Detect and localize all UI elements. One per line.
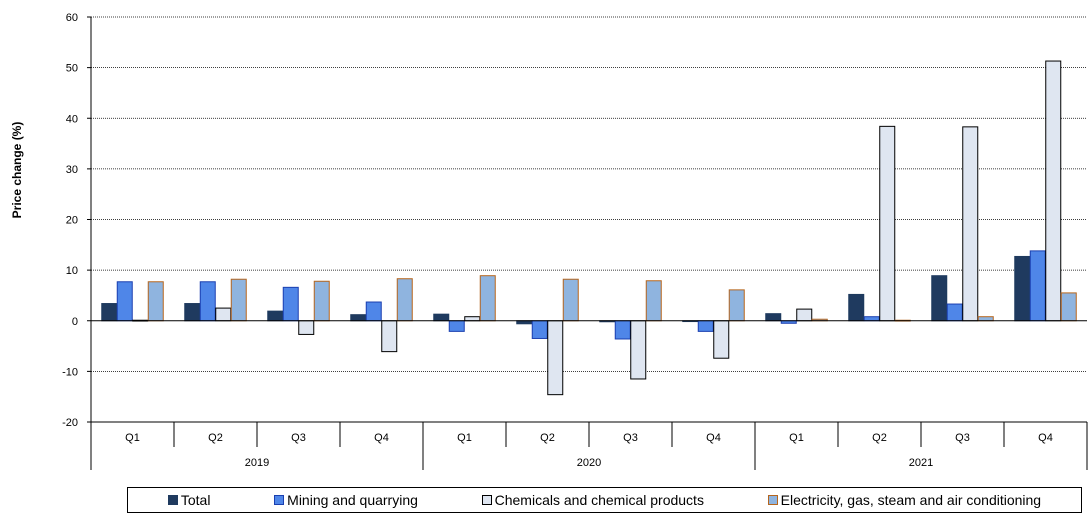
- x-tick-label: Q2: [540, 432, 555, 444]
- bar: [350, 314, 367, 322]
- bar: [396, 278, 413, 322]
- bar: [1060, 292, 1077, 322]
- y-tick-label: 50: [66, 63, 78, 75]
- y-tick-label: 20: [66, 215, 78, 227]
- bar: [728, 289, 745, 322]
- legend-item: Total: [167, 492, 211, 508]
- bar: [365, 301, 382, 322]
- bar: [448, 320, 465, 332]
- bar: [433, 313, 450, 322]
- bar: [267, 310, 284, 322]
- legend-label: Chemicals and chemical products: [494, 492, 704, 508]
- x-tick-label: Q1: [125, 432, 140, 444]
- bar: [879, 125, 896, 322]
- bar: [645, 280, 662, 322]
- bar: [298, 320, 315, 335]
- bar: [796, 308, 813, 322]
- bar: [313, 280, 330, 322]
- x-tick-label: Q1: [789, 432, 804, 444]
- y-axis-title: Price change (%): [10, 122, 24, 219]
- legend-swatch: [481, 495, 492, 505]
- x-tick-label: Q2: [872, 432, 887, 444]
- x-tick-label: Q2: [208, 432, 223, 444]
- bar: [1029, 250, 1046, 322]
- bar: [962, 126, 979, 322]
- bar: [562, 278, 579, 322]
- bar: [282, 286, 299, 322]
- year-label: 2020: [577, 457, 601, 469]
- bar: [614, 320, 631, 340]
- bar: [863, 316, 880, 322]
- bar: [1014, 255, 1031, 322]
- y-tick-label: 0: [72, 316, 78, 328]
- bar: [116, 281, 133, 322]
- y-tick-label: 10: [66, 265, 78, 277]
- bar: [713, 320, 730, 359]
- bar: [199, 281, 216, 322]
- legend-swatch: [274, 495, 285, 505]
- x-tick-label: Q3: [291, 432, 306, 444]
- x-tick-label: Q4: [374, 432, 389, 444]
- bar: [230, 278, 247, 322]
- x-tick-label: Q4: [1038, 432, 1053, 444]
- bar: [184, 303, 201, 322]
- x-tick-label: Q3: [623, 432, 638, 444]
- bar: [977, 316, 994, 322]
- x-tick-label: Q3: [955, 432, 970, 444]
- y-tick-label: 30: [66, 164, 78, 176]
- bar: [697, 320, 714, 332]
- y-tick-label: 60: [66, 12, 78, 24]
- bar: [101, 303, 118, 322]
- legend-swatch: [767, 495, 778, 505]
- legend-swatch: [167, 495, 178, 505]
- bar: [547, 320, 564, 396]
- chart-legend: Total Mining and quarrying Chemicals and c…: [127, 487, 1082, 513]
- year-label: 2019: [245, 457, 269, 469]
- legend-item: Chemicals and chemical products: [481, 492, 704, 508]
- bar: [215, 307, 232, 322]
- year-label: 2021: [909, 457, 933, 469]
- x-tick-label: Q4: [706, 432, 721, 444]
- legend-label: Electricity, gas, steam and air conditio…: [780, 492, 1042, 508]
- bar: [464, 316, 481, 322]
- bar: [479, 275, 496, 322]
- bar: [848, 293, 865, 322]
- bar: [147, 281, 164, 322]
- y-tick-label: -20: [62, 417, 78, 429]
- legend-item: Mining and quarrying: [274, 492, 418, 508]
- bar: [531, 320, 548, 339]
- x-tick-label: Q1: [457, 432, 472, 444]
- legend-label: Mining and quarrying: [287, 492, 418, 508]
- y-tick-label: -10: [62, 366, 78, 378]
- bar: [630, 320, 647, 380]
- y-tick-label: 40: [66, 113, 78, 125]
- bar: [765, 313, 782, 322]
- bar: [931, 275, 948, 322]
- legend-label: Total: [180, 492, 211, 508]
- legend-item: Electricity, gas, steam and air conditio…: [767, 492, 1042, 508]
- bar: [946, 303, 963, 322]
- bar: [381, 320, 398, 353]
- bar: [1045, 60, 1062, 322]
